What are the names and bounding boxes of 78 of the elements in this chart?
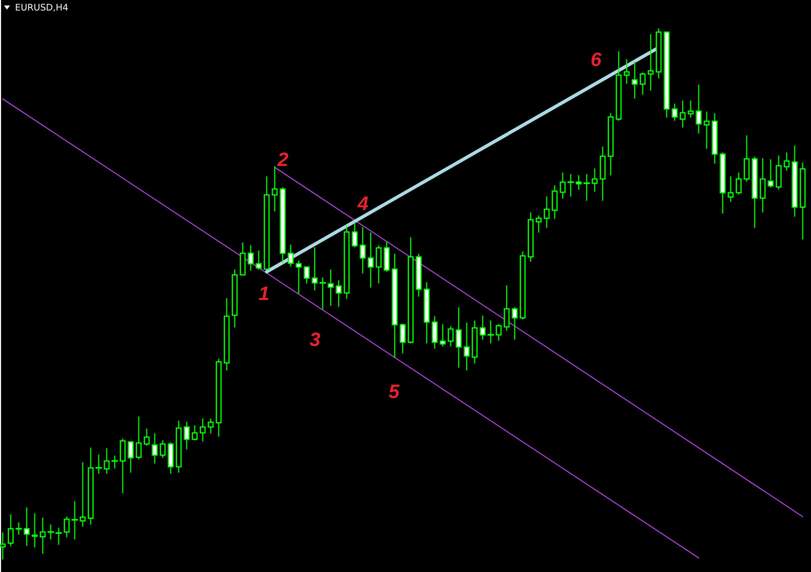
annotation: 3 [310,332,320,346]
candlestick [736,172,742,194]
candlestick [432,316,438,349]
annotation: 6 [591,52,602,66]
candlestick [248,245,254,271]
candlestick [24,508,30,546]
candlestick [64,516,70,538]
candlestick [504,286,510,331]
candlestick [648,34,654,90]
candlestick [512,307,518,340]
candlestick [400,324,406,354]
candlestick [296,260,302,294]
candlestick [456,307,462,368]
candlestick [560,172,566,199]
candlestick [104,448,110,474]
candlestick [624,59,630,84]
candlestick [768,159,774,188]
candlestick [784,152,790,171]
candlestick [72,501,78,540]
candlestick [304,266,310,284]
candlestick [320,278,326,310]
candlestick [688,100,694,118]
candlestick [40,518,46,554]
candlestick [168,442,174,474]
candlestick [376,245,382,284]
candlestick [208,418,214,434]
candlestick [8,514,14,546]
candlestick [192,425,198,440]
candlestick [32,513,38,548]
candlestick [256,250,262,270]
candlestick [488,320,494,344]
candlestick [544,196,550,228]
candlestick [16,522,22,535]
candlestick [448,326,454,346]
candlestick [672,104,678,121]
candlestick [480,316,486,340]
candlestick [160,440,166,458]
candlestick [144,428,150,446]
candlestick [184,422,190,450]
candlestick [128,441,134,473]
candlestick [152,433,158,464]
candlestick [728,176,734,202]
candlestick [80,462,86,527]
candlestick [272,166,278,212]
candlestick [360,227,366,274]
candlestick [744,136,750,182]
candlestick [696,84,702,134]
candlestick [120,438,126,494]
candlestick [200,418,206,442]
candlestick [96,454,102,474]
candlestick [776,156,782,190]
candlestick [312,247,318,290]
candlestick [352,222,358,248]
candlestick [440,324,446,346]
candlestick [288,244,294,266]
candlestick [536,216,542,233]
candlestick [384,242,390,272]
annotation: 5 [388,384,400,398]
candlestick [552,185,558,219]
annotation: 2 [277,152,288,166]
candlestick [336,280,342,307]
candlestick [496,324,502,341]
annotation: 1 [258,286,268,300]
candlestick [600,146,606,201]
candlestick [680,100,686,128]
candlestick [240,242,246,276]
candlestick [112,456,118,468]
candlestick [760,158,766,212]
candlestick [640,72,646,95]
candlestick [464,322,470,370]
candlestick [0,532,6,560]
candlestick [632,61,638,98]
candlestick [704,112,710,149]
candlestick [368,232,374,288]
candlestick [328,270,334,306]
chart-title: EURUSD,H4 [16,4,68,12]
annotation: 4 [357,196,368,210]
candlestick [136,416,142,460]
